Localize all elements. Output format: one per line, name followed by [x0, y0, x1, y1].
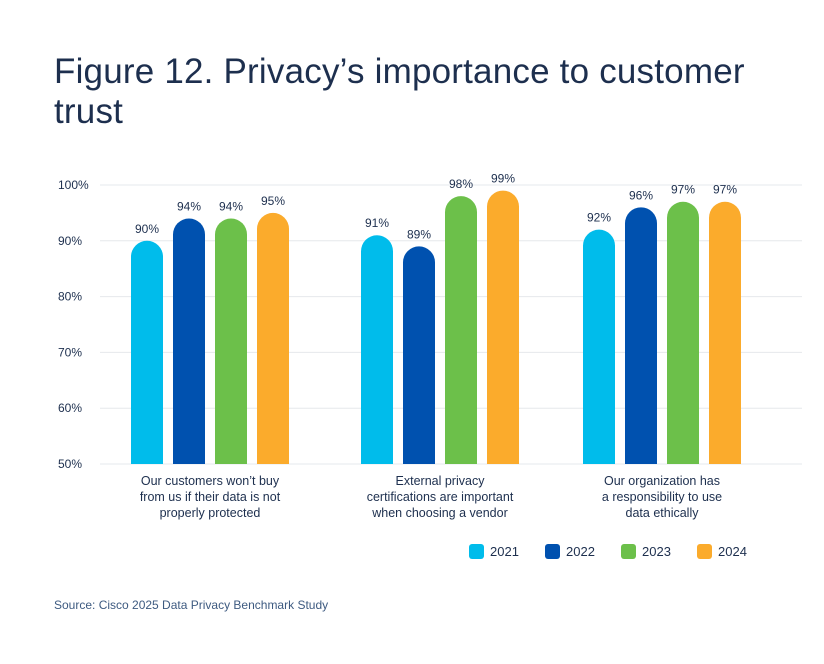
data-label: 90% [135, 222, 159, 236]
legend-label-2024: 2024 [718, 544, 747, 559]
legend-swatch-2023 [621, 544, 636, 559]
data-label: 98% [449, 177, 473, 191]
bar-2023-group-2 [445, 196, 477, 464]
chart-title: Figure 12. Privacy’s importance to custo… [54, 52, 745, 131]
category-label: from us if their data is not [140, 490, 281, 504]
data-label: 99% [491, 172, 515, 186]
data-label: 89% [407, 227, 431, 241]
data-label: 94% [177, 199, 201, 213]
legend-label-2021: 2021 [490, 544, 519, 559]
source-note: Source: Cisco 2025 Data Privacy Benchmar… [54, 598, 329, 612]
bar-2021-group-1 [131, 240, 163, 464]
bar-2023-group-1 [215, 218, 247, 464]
bar-2021-group-3 [583, 229, 615, 464]
bar-2023-group-3 [667, 201, 699, 465]
y-tick-label: 50% [58, 457, 82, 471]
category-label: External privacy [396, 474, 486, 488]
data-label: 92% [587, 211, 611, 225]
data-label: 97% [671, 183, 695, 197]
bar-2024-group-3 [709, 201, 741, 465]
data-label: 95% [261, 194, 285, 208]
category-label: when choosing a vendor [371, 506, 508, 520]
data-label: 97% [713, 183, 737, 197]
legend-swatch-2024 [697, 544, 712, 559]
legend-swatch-2022 [545, 544, 560, 559]
category-label: a responsibility to use [602, 490, 722, 504]
category-label: data ethically [626, 506, 700, 520]
bar-2024-group-1 [257, 212, 289, 464]
bar-2022-group-3 [625, 207, 657, 464]
legend-swatch-2021 [469, 544, 484, 559]
data-label: 96% [629, 188, 653, 202]
y-tick-label: 100% [58, 178, 89, 192]
bar-2024-group-2 [487, 190, 519, 464]
category-label: Our organization has [604, 474, 720, 488]
category-label: certifications are important [367, 490, 514, 504]
data-label: 94% [219, 199, 243, 213]
bar-chart: 100% 90% 80% 70% 60% 50% 90% 91% 92% 94% 89% 96% 94%… [58, 172, 802, 559]
y-tick-label: 90% [58, 234, 82, 248]
bar-2021-group-2 [361, 235, 393, 464]
y-tick-label: 80% [58, 290, 82, 304]
legend-label-2023: 2023 [642, 544, 671, 559]
legend-label-2022: 2022 [566, 544, 595, 559]
category-label: Our customers won’t buy [141, 474, 280, 488]
bar-2022-group-1 [173, 218, 205, 464]
y-tick-label: 60% [58, 401, 82, 415]
data-label: 91% [365, 216, 389, 230]
category-label: properly protected [160, 506, 261, 520]
bar-2022-group-2 [403, 246, 435, 464]
y-tick-label: 70% [58, 345, 82, 359]
